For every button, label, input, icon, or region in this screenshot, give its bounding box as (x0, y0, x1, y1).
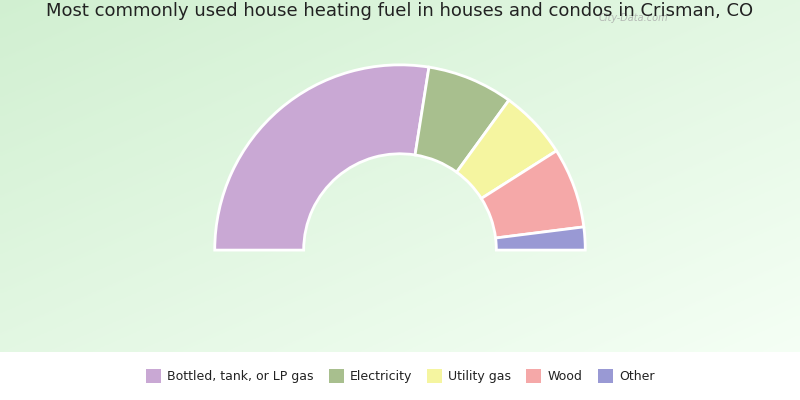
Text: Most commonly used house heating fuel in houses and condos in Crisman, CO: Most commonly used house heating fuel in… (46, 2, 754, 20)
Wedge shape (495, 227, 586, 250)
Wedge shape (415, 67, 509, 172)
Wedge shape (482, 151, 584, 238)
Legend: Bottled, tank, or LP gas, Electricity, Utility gas, Wood, Other: Bottled, tank, or LP gas, Electricity, U… (141, 364, 659, 388)
Wedge shape (214, 65, 429, 250)
Text: City-Data.com: City-Data.com (599, 13, 669, 23)
Wedge shape (457, 100, 557, 198)
